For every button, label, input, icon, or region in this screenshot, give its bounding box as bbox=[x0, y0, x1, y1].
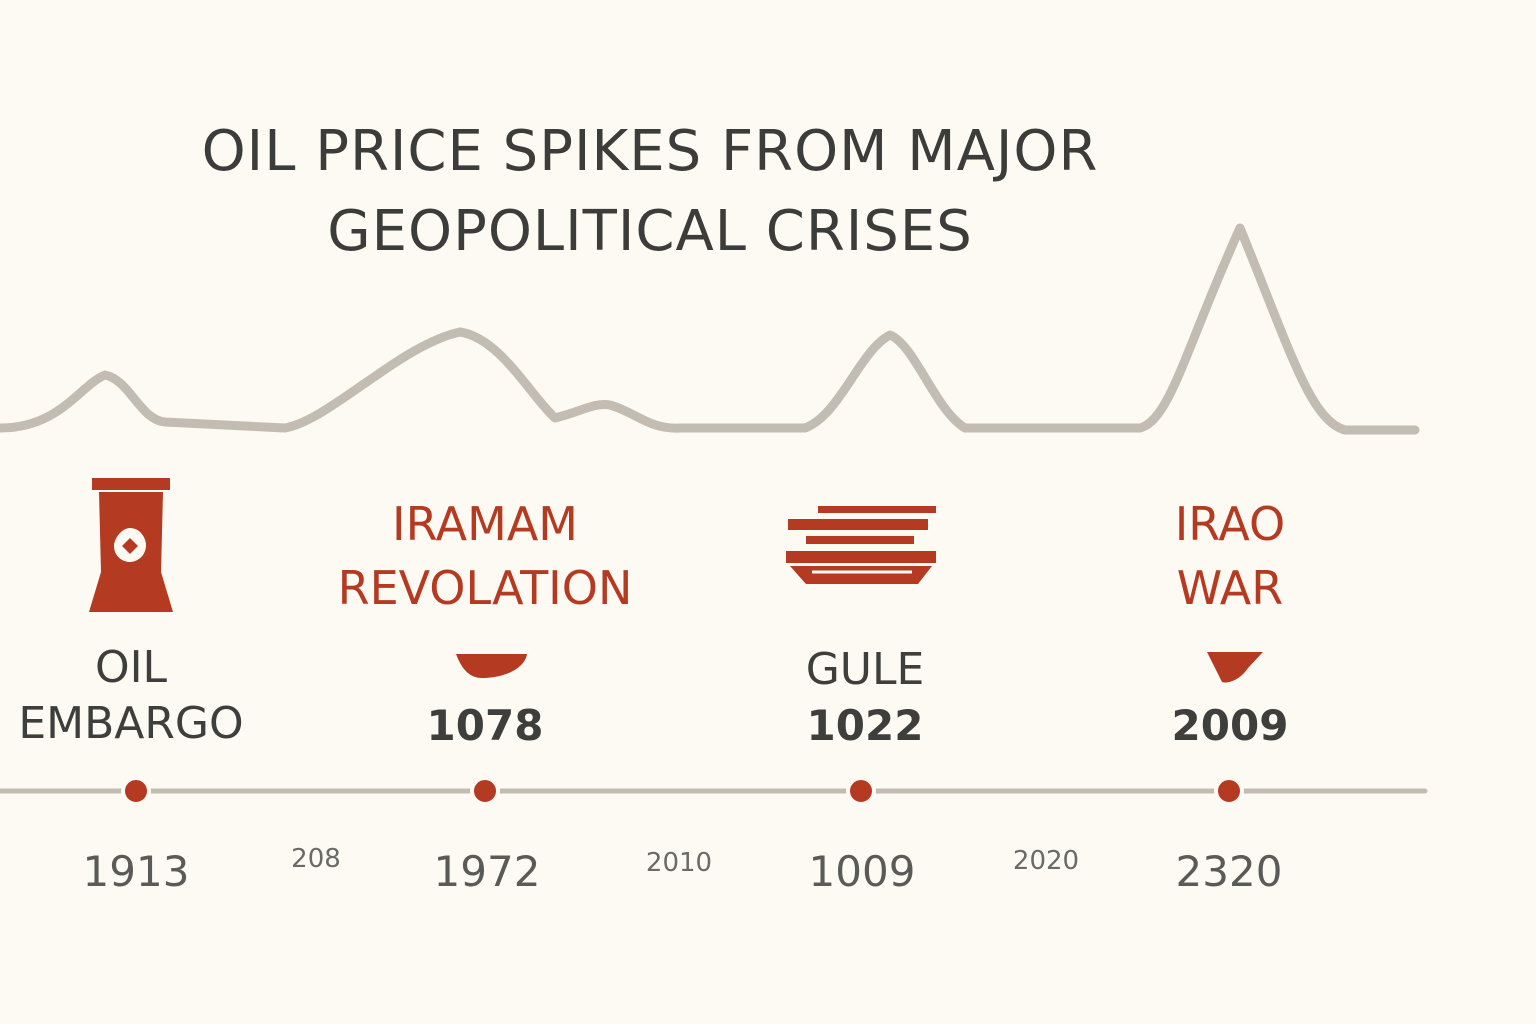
axis-minor-tick-label: 2010 bbox=[645, 848, 713, 878]
event-marker-gulf[interactable] bbox=[846, 776, 876, 806]
axis-minor-tick-label: 208 bbox=[291, 844, 341, 874]
event-heading-line-2: REVOLATION bbox=[337, 561, 633, 615]
ship-icon bbox=[786, 506, 936, 584]
axis-year-label: 1009 bbox=[808, 847, 916, 896]
arrow-marker-icon bbox=[456, 654, 527, 678]
axis-year-label: 1913 bbox=[82, 847, 190, 896]
title-line-2: GEOPOLITICAL CRISES bbox=[327, 199, 973, 264]
oil-barrel-icon bbox=[89, 478, 173, 612]
event-marker-revolution[interactable] bbox=[470, 776, 500, 806]
axis-minor-tick-label: 2020 bbox=[1012, 846, 1080, 876]
event-marker-iraq-war[interactable] bbox=[1214, 776, 1244, 806]
axis-year-label: 2320 bbox=[1175, 847, 1283, 896]
event-heading-iraq-war: IRAO WAR bbox=[1130, 492, 1330, 620]
oil-price-curve bbox=[0, 223, 1420, 435]
event-heading-line-1: IRAO bbox=[1174, 497, 1286, 551]
arrow-marker-icon bbox=[1207, 652, 1263, 683]
event-name-line-2: EMBARGO bbox=[18, 698, 244, 749]
event-name-oil-embargo: OIL EMBARGO bbox=[0, 640, 262, 752]
event-year-revolution: 1078 bbox=[426, 701, 544, 750]
event-heading-line-1: IRAMAM bbox=[392, 497, 578, 551]
diagram-title: OIL PRICE SPIKES FROM MAJOR GEOPOLITICAL… bbox=[150, 112, 1150, 272]
event-name-gulf: GULE bbox=[805, 644, 925, 695]
event-heading-line-2: WAR bbox=[1176, 561, 1284, 615]
title-line-1: OIL PRICE SPIKES FROM MAJOR bbox=[201, 119, 1099, 184]
axis-year-label: 1972 bbox=[433, 847, 541, 896]
event-marker-oil-embargo[interactable] bbox=[121, 776, 151, 806]
event-name-line-1: OIL bbox=[94, 642, 168, 693]
event-year-gulf: 1022 bbox=[806, 701, 924, 750]
event-year-iraq-war: 2009 bbox=[1171, 701, 1289, 750]
event-heading-revolution: IRAMAM REVOLATION bbox=[300, 492, 670, 620]
